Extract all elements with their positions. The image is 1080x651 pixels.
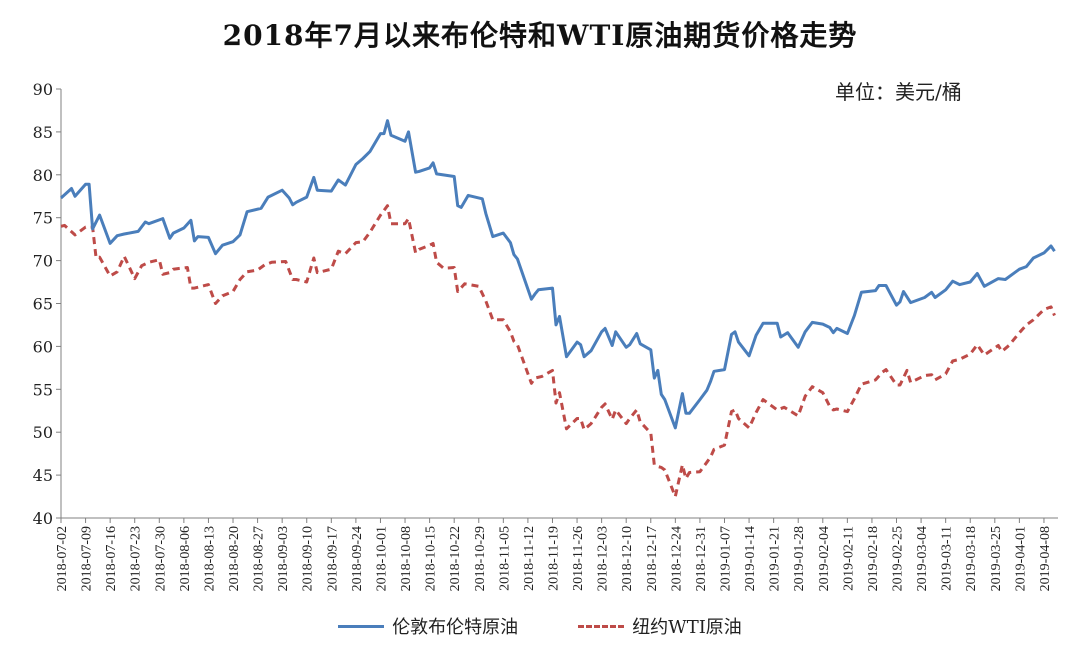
x-tick-label: 2018-07-16 bbox=[104, 526, 119, 591]
x-tick-label: 2019-04-01 bbox=[1013, 526, 1028, 591]
x-tick-label: 2019-03-04 bbox=[915, 526, 930, 591]
x-tick-label: 2019-04-08 bbox=[1038, 526, 1053, 591]
y-axis-ticks: 40 45 50 55 60 65 70 75 80 85 90 bbox=[33, 80, 61, 528]
chart-axes bbox=[60, 89, 1058, 519]
y-tick-label: 80 bbox=[33, 166, 53, 185]
legend-swatch-brent bbox=[338, 624, 385, 628]
x-tick-label: 2018-08-06 bbox=[178, 526, 193, 591]
x-tick-label: 2018-09-17 bbox=[325, 526, 340, 591]
x-tick-label: 2019-02-04 bbox=[817, 526, 832, 591]
legend-item-brent: 伦敦布伦特原油 bbox=[338, 613, 518, 639]
legend-item-wti: 纽约WTI原油 bbox=[578, 613, 742, 639]
x-tick-label: 2018-07-02 bbox=[55, 526, 70, 591]
x-tick-label: 2018-11-19 bbox=[546, 526, 561, 591]
y-tick-label: 40 bbox=[33, 509, 53, 528]
legend-swatch-wti bbox=[578, 624, 625, 628]
x-tick-label: 2018-12-31 bbox=[694, 526, 709, 591]
x-tick-label: 2018-12-24 bbox=[669, 526, 684, 591]
chart-title: 2018年7月以来布伦特和WTI原油期货价格走势 bbox=[222, 19, 858, 52]
x-tick-label: 2018-07-30 bbox=[153, 526, 168, 591]
x-tick-label: 2018-09-24 bbox=[350, 526, 365, 591]
x-tick-label: 2019-02-11 bbox=[841, 526, 856, 591]
x-tick-label: 2018-12-10 bbox=[620, 526, 635, 591]
y-tick-label: 45 bbox=[33, 466, 53, 485]
y-tick-label: 60 bbox=[33, 337, 53, 356]
legend-label-brent: 伦敦布伦特原油 bbox=[392, 617, 519, 638]
x-tick-label: 2019-01-28 bbox=[792, 526, 807, 591]
x-tick-label: 2018-11-12 bbox=[522, 526, 537, 591]
x-tick-label: 2019-01-14 bbox=[743, 526, 758, 591]
x-tick-label: 2018-12-03 bbox=[596, 526, 611, 591]
x-tick-label: 2018-10-22 bbox=[448, 526, 463, 591]
y-tick-label: 50 bbox=[33, 423, 53, 442]
x-tick-label: 2018-09-03 bbox=[276, 526, 291, 591]
x-tick-label: 2018-10-15 bbox=[424, 526, 439, 591]
x-tick-label: 2018-08-20 bbox=[227, 526, 242, 591]
x-tick-label: 2018-08-27 bbox=[252, 526, 267, 591]
x-tick-label: 2018-11-05 bbox=[497, 526, 512, 591]
unit-label: 单位：美元/桶 bbox=[835, 80, 962, 104]
x-tick-label: 2019-03-18 bbox=[964, 526, 979, 591]
x-tick-label: 2018-10-29 bbox=[473, 526, 488, 591]
x-tick-label: 2018-12-17 bbox=[645, 526, 660, 591]
y-tick-label: 55 bbox=[33, 380, 53, 399]
y-tick-label: 70 bbox=[33, 252, 53, 271]
x-tick-label: 2018-11-26 bbox=[571, 526, 586, 591]
x-tick-label: 2018-07-23 bbox=[129, 526, 144, 591]
x-tick-label: 2018-10-08 bbox=[399, 526, 414, 591]
series-lines bbox=[59, 119, 1056, 499]
x-tick-label: 2019-01-07 bbox=[718, 526, 733, 591]
legend: 伦敦布伦特原油 纽约WTI原油 bbox=[0, 613, 1080, 639]
x-tick-label: 2019-02-25 bbox=[891, 526, 906, 591]
x-tick-label: 2019-02-18 bbox=[866, 526, 881, 591]
y-tick-label: 85 bbox=[33, 123, 53, 142]
x-tick-label: 2018-07-09 bbox=[80, 526, 95, 591]
x-tick-label: 2018-10-01 bbox=[374, 526, 389, 591]
x-tick-label: 2018-08-13 bbox=[202, 526, 217, 591]
x-tick-label: 2018-09-10 bbox=[301, 526, 316, 591]
legend-label-wti: 纽约WTI原油 bbox=[632, 617, 742, 638]
y-tick-label: 75 bbox=[33, 209, 53, 228]
x-axis-ticks: 2018-07-02 2018-07-09 2018-07-16 2018-07-23… bbox=[55, 518, 1053, 591]
x-tick-label: 2019-01-21 bbox=[768, 526, 783, 591]
y-tick-label: 90 bbox=[33, 80, 53, 99]
series-line-wti bbox=[60, 204, 1056, 499]
x-tick-label: 2019-03-25 bbox=[989, 526, 1004, 591]
y-tick-label: 65 bbox=[33, 295, 53, 314]
x-tick-label: 2019-03-11 bbox=[940, 526, 955, 591]
series-line-brent bbox=[59, 119, 1056, 430]
